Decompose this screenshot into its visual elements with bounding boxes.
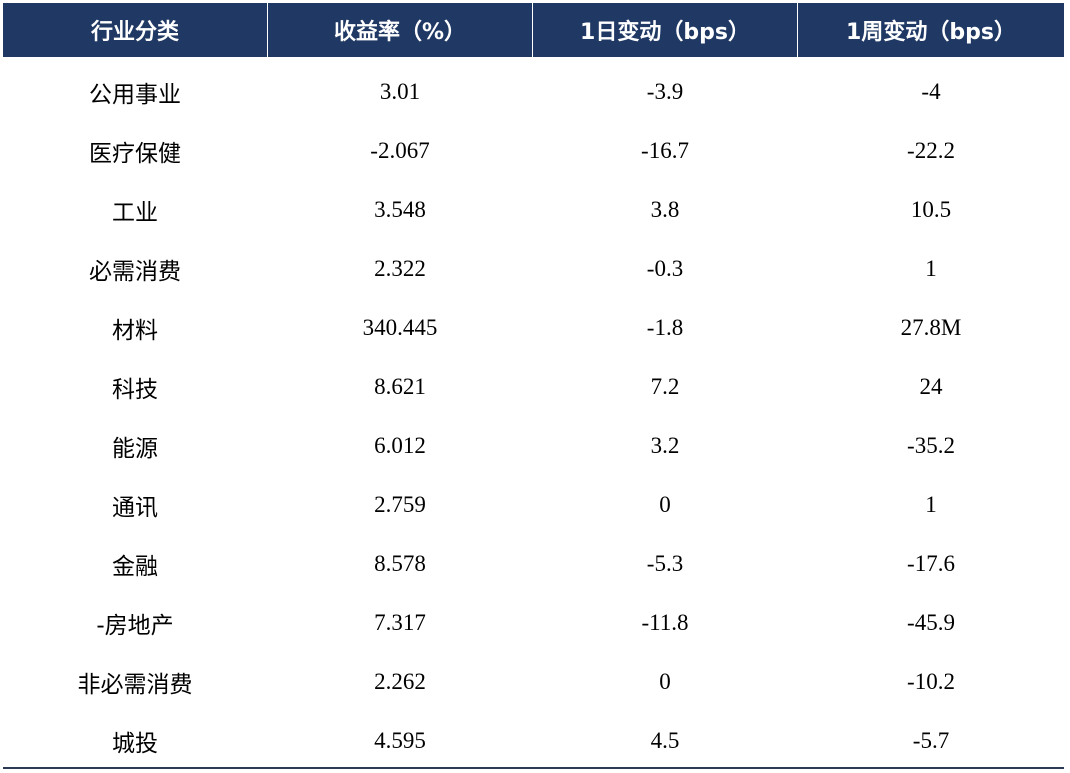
value-cell: 3.8	[650, 196, 680, 222]
category-cell: -房地产	[96, 612, 174, 639]
header-cell: 行业分类	[3, 3, 267, 57]
value-cell: -10.2	[907, 668, 955, 694]
category-cell: 能源	[112, 435, 158, 462]
value-cell: 2.759	[374, 491, 426, 517]
value-cell: -45.9	[907, 609, 955, 635]
value-cell: 10.5	[910, 196, 952, 222]
category-cell: 工业	[112, 199, 158, 226]
value-cell: 4.595	[374, 727, 426, 753]
category-cell: 必需消费	[89, 258, 181, 285]
value-cell: 1	[925, 491, 937, 517]
value-cell: 8.578	[374, 550, 426, 576]
value-cell: -5.7	[912, 727, 950, 753]
value-cell: 24	[919, 373, 943, 399]
value-cell: 340.445	[362, 314, 438, 340]
value-cell: -11.8	[641, 609, 689, 635]
value-cell: 3.01	[379, 78, 421, 104]
value-cell: 27.8M	[900, 314, 962, 340]
value-cell: -2.067	[370, 137, 430, 163]
category-cell: 科技	[112, 376, 158, 403]
header-cell: 收益率（%）	[268, 3, 532, 57]
category-cell: 金融	[112, 553, 158, 580]
category-cell: 通讯	[112, 494, 158, 521]
value-cell: -4	[921, 78, 941, 104]
value-cell: -16.7	[641, 137, 689, 163]
category-cell: 非必需消费	[77, 671, 193, 698]
category-cell: 城投	[112, 730, 158, 757]
value-cell: -22.2	[907, 137, 955, 163]
value-cell: 2.322	[374, 255, 426, 281]
value-cell: 2.262	[374, 668, 426, 694]
header-cell: 1周变动（bps）	[798, 3, 1064, 57]
category-cell: 公用事业	[89, 81, 181, 108]
value-cell: 7.2	[650, 373, 680, 399]
value-cell: -3.9	[646, 78, 684, 104]
value-cell: 0	[659, 491, 671, 517]
value-cell: 7.317	[374, 609, 426, 635]
bottom-rule	[3, 767, 1064, 769]
value-cell: -5.3	[646, 550, 684, 576]
value-cell: 3.548	[374, 196, 426, 222]
value-cell: 1	[925, 255, 937, 281]
value-cell: 0	[659, 668, 671, 694]
header-cell: 1日变动（bps）	[533, 3, 797, 57]
value-cell: 6.012	[374, 432, 426, 458]
category-cell: 材料	[112, 317, 158, 344]
value-cell: 4.5	[650, 727, 680, 753]
value-cell: 3.2	[650, 432, 680, 458]
value-cell: -0.3	[646, 255, 684, 281]
value-cell: -1.8	[646, 314, 684, 340]
category-cell: 医疗保健	[89, 140, 181, 167]
value-cell: -35.2	[907, 432, 955, 458]
value-cell: 8.621	[374, 373, 426, 399]
value-cell: -17.6	[907, 550, 955, 576]
